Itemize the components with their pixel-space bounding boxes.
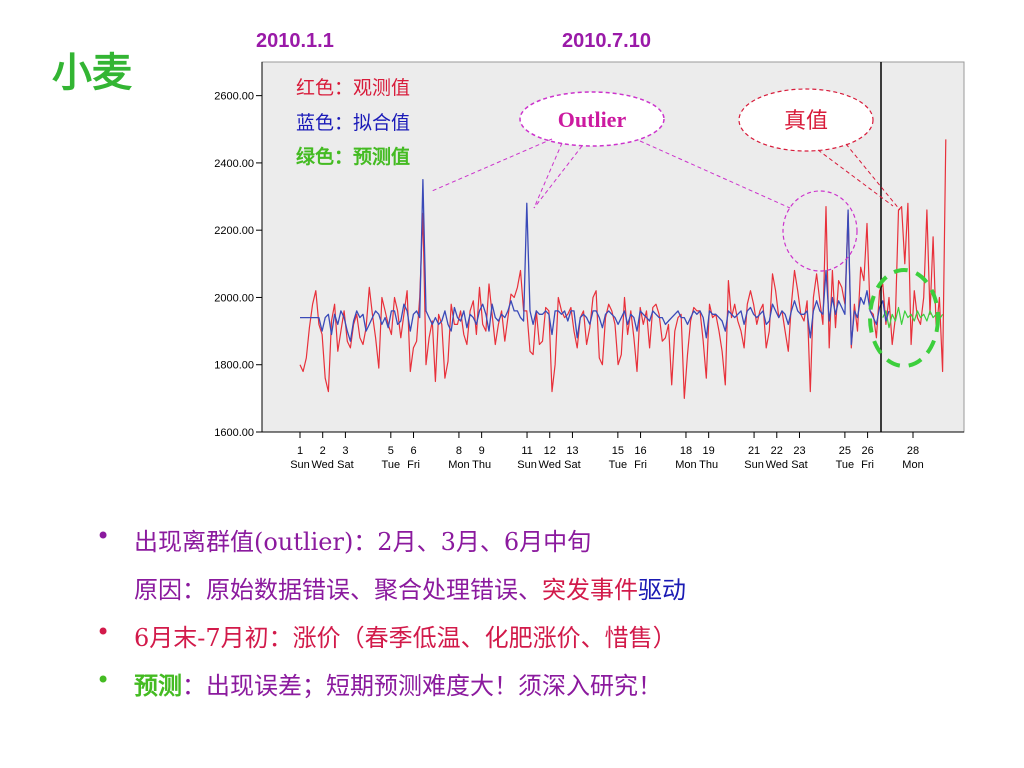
- true-value-pointer-1: [817, 149, 894, 207]
- x-tick-weekday-label: Sun: [744, 459, 764, 471]
- legend-observed: 红色：观测值: [296, 77, 410, 99]
- bullet-list: • 出现离群值(outlier)：2月、3月、6月中旬 原因：原始数据错误、聚合…: [96, 522, 996, 714]
- legend-predicted: 绿色：预测值: [296, 145, 410, 168]
- x-tick-day-label: 23: [793, 445, 805, 457]
- x-tick-day-label: 1: [297, 445, 303, 457]
- series-layer: [299, 139, 947, 399]
- outlier-pointer-3: [533, 145, 583, 209]
- x-tick-weekday-label: Sat: [791, 459, 808, 471]
- true-value-pointer-2: [845, 143, 901, 211]
- date-label-split: 2010.7.10: [562, 30, 651, 52]
- legend-fitted: 蓝色：拟合值: [296, 112, 410, 134]
- x-tick-weekday-label: Thu: [472, 459, 491, 471]
- x-tick-day-label: 19: [703, 445, 715, 457]
- x-tick-weekday-label: Sun: [517, 459, 537, 471]
- bullet-item: • 出现离群值(outlier)：2月、3月、6月中旬: [96, 522, 996, 570]
- x-tick-day-label: 28: [907, 445, 919, 457]
- x-tick-weekday-label: Tue: [382, 459, 401, 471]
- x-tick-weekday-label: Fri: [407, 459, 420, 471]
- series-line-fitted: [300, 179, 890, 346]
- outlier-callout-ellipse: [519, 91, 665, 147]
- bullet-item: • 6月末-7月初：涨价（春季低温、化肥涨价、惜售）: [96, 618, 996, 666]
- x-tick-weekday-label: Wed: [539, 459, 561, 471]
- true-value-callout-ellipse: [738, 88, 874, 152]
- bullet-text: 出现离群值(outlier)：2月、3月、6月中旬: [134, 528, 592, 556]
- bullet-subtext: 原因：原始数据错误、聚合处理错误、突发事件驱动: [134, 570, 686, 605]
- x-tick-weekday-label: Fri: [861, 459, 874, 471]
- x-tick-weekday-label: Mon: [448, 459, 469, 471]
- outlier-callout-label: Outlier: [558, 107, 627, 132]
- x-tick-day-label: 25: [839, 445, 851, 457]
- y-tick-label: 1600.00: [214, 427, 254, 439]
- bullet-item: • 预测：出现误差；短期预测难度大！须深入研究！: [96, 666, 996, 714]
- x-tick-day-label: 2: [320, 445, 326, 457]
- forecast-remark: ：出现误差；短期预测难度大！须深入研究！: [182, 672, 662, 700]
- x-tick-day-label: 11: [521, 445, 532, 457]
- x-tick-weekday-label: Sat: [337, 459, 354, 471]
- forecast-word: 预测: [134, 671, 182, 700]
- reason-tail: 驱动: [638, 576, 686, 604]
- x-tick-day-label: 9: [479, 445, 485, 457]
- x-tick-day-label: 21: [748, 445, 760, 457]
- outlier-pointer-4: [639, 140, 791, 209]
- x-tick-weekday-label: Sun: [290, 459, 310, 471]
- outlier-pointer-2: [533, 142, 563, 209]
- y-tick-label: 2000.00: [214, 292, 254, 304]
- x-tick-day-label: 26: [861, 445, 873, 457]
- reason-highlight: 突发事件: [542, 576, 638, 604]
- date-label-start: 2010.1.1: [256, 30, 334, 52]
- slide-title: 小麦: [52, 50, 132, 96]
- y-tick-label: 2200.00: [214, 225, 254, 237]
- forecast-highlight-ellipse: [868, 268, 940, 368]
- x-tick-weekday-label: Thu: [699, 459, 718, 471]
- series-line-predicted: [882, 306, 944, 329]
- series-line-observed: [299, 139, 947, 399]
- bullet-dot: •: [96, 666, 111, 694]
- bullet-text: 6月末-7月初：涨价（春季低温、化肥涨价、惜售）: [134, 624, 677, 652]
- x-tick-day-label: 15: [612, 445, 624, 457]
- outlier-cluster-ellipse: [782, 190, 858, 272]
- bullet-subline: 原因：原始数据错误、聚合处理错误、突发事件驱动: [96, 570, 996, 618]
- bullet-dot: •: [96, 522, 111, 550]
- x-tick-day-label: 13: [566, 445, 578, 457]
- x-tick-weekday-label: Tue: [609, 459, 628, 471]
- x-tick-weekday-label: Wed: [311, 459, 333, 471]
- x-tick-day-label: 22: [771, 445, 783, 457]
- y-tick-label: 2400.00: [214, 158, 254, 170]
- y-axis-ticks: 1600.00 1800.00 2000.00 2200.00 2400.00 2600.…: [214, 91, 262, 439]
- x-tick-day-label: 6: [410, 445, 416, 457]
- x-tick-weekday-label: Mon: [675, 459, 696, 471]
- x-tick-day-label: 16: [634, 445, 646, 457]
- y-tick-label: 1800.00: [214, 360, 254, 372]
- x-axis-ticks: 1 Sun 2 Wed 3 Sat 5 Tue 6 Fri 8 Mon 9 Thu 11 Sun 12 Wed 13…: [290, 432, 924, 471]
- x-tick-weekday-label: Tue: [836, 459, 855, 471]
- y-tick-label: 2600.00: [214, 91, 254, 103]
- x-tick-weekday-label: Fri: [634, 459, 647, 471]
- outlier-pointer-1: [431, 138, 553, 192]
- x-tick-weekday-label: Mon: [902, 459, 923, 471]
- x-tick-day-label: 5: [388, 445, 394, 457]
- bullet-dot: •: [96, 618, 111, 646]
- bullet-text: 预测：出现误差；短期预测难度大！须深入研究！: [134, 666, 662, 701]
- x-tick-day-label: 18: [680, 445, 692, 457]
- x-tick-day-label: 8: [456, 445, 462, 457]
- x-tick-weekday-label: Wed: [766, 459, 788, 471]
- x-tick-day-label: 3: [342, 445, 348, 457]
- line-chart: 1600.00 1800.00 2000.00 2200.00 2400.00 2600.…: [214, 61, 965, 471]
- true-value-callout-label: 真值: [784, 109, 828, 134]
- x-tick-weekday-label: Sat: [564, 459, 581, 471]
- reason-text: 原因：原始数据错误、聚合处理错误、: [134, 576, 542, 604]
- x-tick-day-label: 12: [544, 445, 556, 457]
